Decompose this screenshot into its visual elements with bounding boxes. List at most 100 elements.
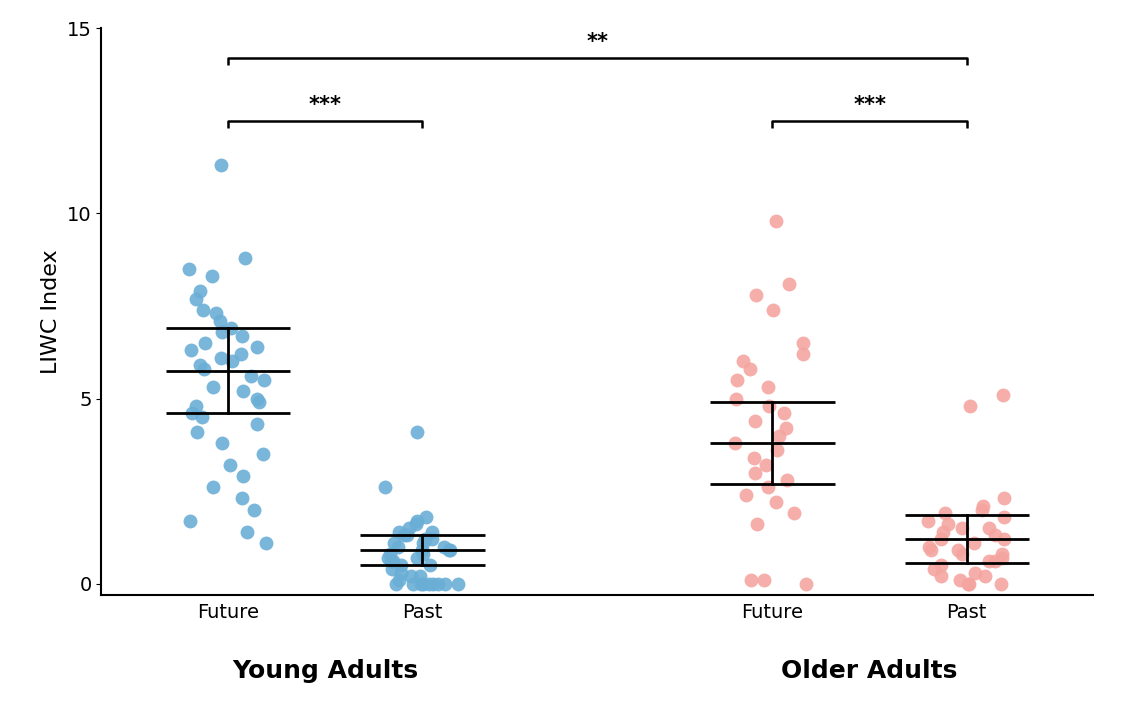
Point xyxy=(204,481,222,493)
Point xyxy=(390,526,408,537)
Point xyxy=(408,552,426,564)
Point xyxy=(429,578,447,589)
Point xyxy=(979,523,997,534)
Point xyxy=(245,504,263,515)
Point xyxy=(187,426,205,438)
Point xyxy=(925,563,943,574)
Point xyxy=(383,563,401,574)
Point xyxy=(420,559,438,571)
Point xyxy=(441,544,459,556)
Point xyxy=(391,567,409,578)
Point xyxy=(976,571,994,582)
Point xyxy=(993,548,1011,559)
Point xyxy=(223,356,241,367)
Point xyxy=(206,308,224,319)
Point xyxy=(960,578,978,589)
Point xyxy=(920,515,938,526)
Point xyxy=(412,544,431,556)
Point xyxy=(423,534,441,545)
Point xyxy=(382,556,400,567)
Point xyxy=(193,411,211,423)
Point xyxy=(400,523,418,534)
Point xyxy=(213,438,231,449)
Point xyxy=(213,326,231,338)
Point xyxy=(412,578,431,589)
Point xyxy=(935,508,953,519)
Point xyxy=(932,571,950,582)
Point xyxy=(920,541,938,552)
Point xyxy=(777,423,795,434)
Point xyxy=(793,337,811,348)
Point xyxy=(435,541,453,552)
Point xyxy=(737,489,755,501)
Point xyxy=(952,523,970,534)
Point xyxy=(758,481,777,493)
Point xyxy=(249,396,267,408)
Point xyxy=(417,511,435,523)
Point xyxy=(408,426,426,438)
Point xyxy=(384,556,402,567)
Point xyxy=(771,430,789,441)
Point xyxy=(949,544,967,556)
Point xyxy=(779,474,797,486)
Point xyxy=(181,515,199,526)
Point xyxy=(748,519,766,530)
Point xyxy=(183,345,201,356)
Point xyxy=(951,574,969,586)
Point xyxy=(436,578,454,589)
Point xyxy=(797,578,815,589)
Point xyxy=(248,418,266,430)
Point xyxy=(758,382,777,393)
Point xyxy=(980,556,999,567)
Point xyxy=(396,530,414,541)
Point xyxy=(233,471,251,482)
Point xyxy=(212,159,230,171)
Point xyxy=(196,337,214,348)
Point xyxy=(232,348,250,360)
Point xyxy=(961,400,979,411)
Point xyxy=(187,400,205,411)
Point xyxy=(975,501,993,512)
Point xyxy=(726,438,744,449)
Point xyxy=(389,541,407,552)
Point xyxy=(204,382,222,393)
Point xyxy=(242,371,260,382)
Point xyxy=(932,559,950,571)
Point xyxy=(760,400,778,411)
Point xyxy=(414,578,432,589)
Point xyxy=(183,408,201,419)
Text: ***: *** xyxy=(853,96,886,115)
Point xyxy=(441,544,459,556)
Point xyxy=(994,493,1012,504)
Point xyxy=(190,360,208,371)
Point xyxy=(398,530,416,541)
Point xyxy=(221,459,239,471)
Point xyxy=(728,375,746,386)
Point xyxy=(922,544,940,556)
Point xyxy=(966,537,984,549)
Point xyxy=(257,537,275,549)
Point xyxy=(766,496,784,508)
Point xyxy=(746,467,764,478)
Point xyxy=(423,526,441,537)
Point xyxy=(381,548,399,559)
Point xyxy=(255,375,273,386)
Text: **: ** xyxy=(586,33,609,52)
Point xyxy=(212,352,230,363)
Point xyxy=(380,552,398,564)
Point xyxy=(211,315,229,326)
Point xyxy=(756,459,774,471)
Point xyxy=(747,289,765,300)
Point xyxy=(745,452,763,464)
Point xyxy=(767,215,786,227)
Point xyxy=(746,415,764,426)
Point xyxy=(410,571,428,582)
Point xyxy=(934,526,952,537)
Point xyxy=(392,559,410,571)
Point xyxy=(414,548,432,559)
Point xyxy=(740,363,758,375)
Point xyxy=(973,504,991,515)
Point xyxy=(390,574,408,586)
Point xyxy=(248,393,266,404)
Text: ***: *** xyxy=(309,96,341,115)
